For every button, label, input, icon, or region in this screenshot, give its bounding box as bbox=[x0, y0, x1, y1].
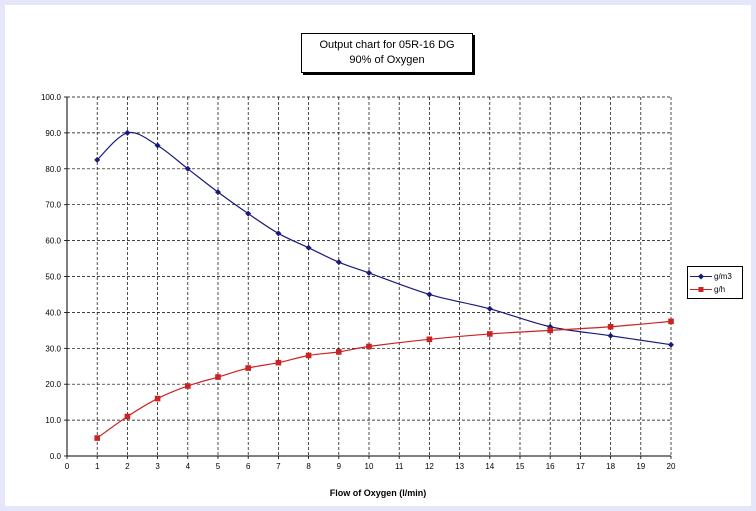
y-tick-label: 80.0 bbox=[45, 165, 61, 174]
x-tick-label: 19 bbox=[636, 462, 645, 471]
legend-label-g-m3: g/m3 bbox=[714, 272, 732, 281]
x-tick-label: 12 bbox=[425, 462, 434, 471]
data-point-g-m3 bbox=[154, 142, 161, 149]
data-point-g-h bbox=[607, 323, 614, 330]
axis-layer: 0 1 2 3 4 5 6 7 8 9 10 11 12 13 14 15 16 17 18 19 200.010.02… bbox=[41, 93, 676, 471]
legend-label-g-h: g/h bbox=[714, 285, 726, 294]
legend-entry-g-m3: g/m3 bbox=[690, 270, 742, 283]
x-tick-label: 5 bbox=[216, 462, 221, 471]
data-point-g-m3 bbox=[245, 210, 252, 217]
chart-frame: 0 1 2 3 4 5 6 7 8 9 10 11 12 13 14 15 16 17 18 19 20 0.0 10.0 2… bbox=[5, 5, 751, 506]
x-tick-label: 9 bbox=[337, 462, 342, 471]
data-point-g-h bbox=[275, 359, 282, 366]
x-tick-label: 20 bbox=[667, 462, 676, 471]
x-tick-label: 6 bbox=[246, 462, 251, 471]
data-point-g-h bbox=[94, 435, 100, 441]
legend-swatch-diamond bbox=[690, 272, 712, 281]
data-point-g-h bbox=[547, 327, 553, 334]
x-tick-label: 0 bbox=[65, 462, 70, 471]
series-line-g-m3 bbox=[96, 131, 672, 346]
data-point-g-h bbox=[124, 413, 131, 420]
data-point-g-h bbox=[336, 349, 342, 355]
x-tick-label: 13 bbox=[455, 462, 464, 471]
data-point-g-m3 bbox=[124, 129, 131, 136]
data-point-g-h bbox=[668, 318, 674, 325]
data-point-g-m3 bbox=[668, 341, 674, 348]
series-layer bbox=[94, 129, 674, 441]
data-point-g-h bbox=[154, 395, 161, 402]
y-tick-label: 0.0 bbox=[50, 452, 62, 461]
data-point-g-m3 bbox=[305, 244, 312, 251]
data-point-g-m3 bbox=[335, 259, 342, 266]
chart-title-line-1: Output chart for 05R-16 DG bbox=[319, 39, 455, 51]
y-tick-label: 100.0 bbox=[41, 93, 62, 102]
x-tick-label: 3 bbox=[155, 462, 160, 471]
x-tick-label: 1 bbox=[95, 462, 100, 471]
data-point-g-m3 bbox=[486, 305, 493, 312]
data-point-g-m3 bbox=[94, 156, 101, 163]
y-tick-label: 10.0 bbox=[45, 416, 61, 425]
x-axis-label: Flow of Oxygen (l/min) bbox=[329, 488, 427, 498]
x-tick-label: 7 bbox=[276, 462, 281, 471]
data-point-g-m3 bbox=[184, 165, 191, 172]
series-line-g-h bbox=[96, 320, 672, 439]
legend-swatch-square bbox=[690, 285, 712, 294]
data-point-g-m3 bbox=[275, 230, 282, 237]
x-tick-label: 10 bbox=[365, 462, 374, 471]
chart-title-box: Output chart for 05R-16 DG 90% of Oxygen bbox=[301, 33, 473, 73]
x-tick-label: 4 bbox=[186, 462, 191, 471]
y-tick-label: 50.0 bbox=[45, 273, 61, 282]
chart-title-line-2: 90% of Oxygen bbox=[349, 54, 425, 66]
data-point-g-h bbox=[215, 374, 221, 380]
data-point-g-m3 bbox=[366, 269, 372, 276]
data-point-g-h bbox=[305, 352, 312, 359]
x-tick-label: 16 bbox=[546, 462, 555, 471]
x-tick-label: 2 bbox=[125, 462, 130, 471]
data-point-g-h bbox=[245, 365, 251, 371]
chart-canvas: 0 1 2 3 4 5 6 7 8 9 10 11 12 13 14 15 16 17 18 19 200.010.02… bbox=[41, 93, 676, 471]
x-tick-label: 14 bbox=[485, 462, 494, 471]
x-tick-label: 18 bbox=[606, 462, 615, 471]
data-point-g-m3 bbox=[426, 291, 433, 298]
y-tick-label: 30.0 bbox=[45, 344, 61, 353]
x-tick-label: 11 bbox=[395, 462, 404, 471]
data-point-g-h bbox=[185, 383, 191, 389]
y-tick-label: 70.0 bbox=[45, 201, 61, 210]
y-tick-label: 90.0 bbox=[45, 129, 61, 138]
data-point-g-h bbox=[487, 331, 493, 337]
data-point-g-h bbox=[426, 336, 433, 343]
data-point-g-m3 bbox=[607, 332, 614, 339]
x-tick-label: 17 bbox=[576, 462, 585, 471]
y-tick-label: 20.0 bbox=[45, 380, 61, 389]
y-tick-label: 60.0 bbox=[45, 237, 61, 246]
legend-entry-g-h: g/h bbox=[690, 283, 742, 296]
data-point-g-m3 bbox=[215, 189, 221, 196]
y-tick-label: 40.0 bbox=[45, 308, 61, 317]
x-tick-label: 15 bbox=[516, 462, 525, 471]
grid-layer bbox=[67, 96, 672, 456]
data-point-g-h bbox=[366, 343, 372, 350]
chart-legend: g/m3 g/h bbox=[687, 266, 743, 299]
x-tick-label: 8 bbox=[306, 462, 311, 471]
